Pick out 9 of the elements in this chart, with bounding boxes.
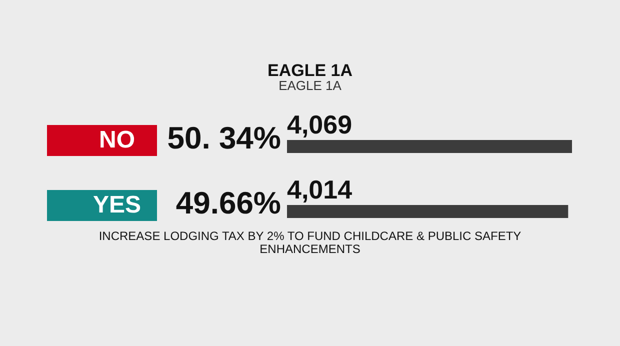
data-label: 4,069 <box>287 110 352 140</box>
chart-subtitle: EAGLE 1A <box>278 78 342 93</box>
data-label: 4,014 <box>287 174 353 204</box>
text: 49.66% <box>176 186 281 220</box>
chart-title: EAGLE 1A <box>267 61 353 80</box>
annotation: INCREASE LODGING TAX BY 2% TO FUND CHILDCARE & PUBLIC SAFETY ENHANCEMENTS <box>98 229 522 256</box>
y-tick-label: NO <box>99 126 135 154</box>
y-tick-label: YES <box>92 192 142 218</box>
text: 50. 34% <box>167 120 281 156</box>
